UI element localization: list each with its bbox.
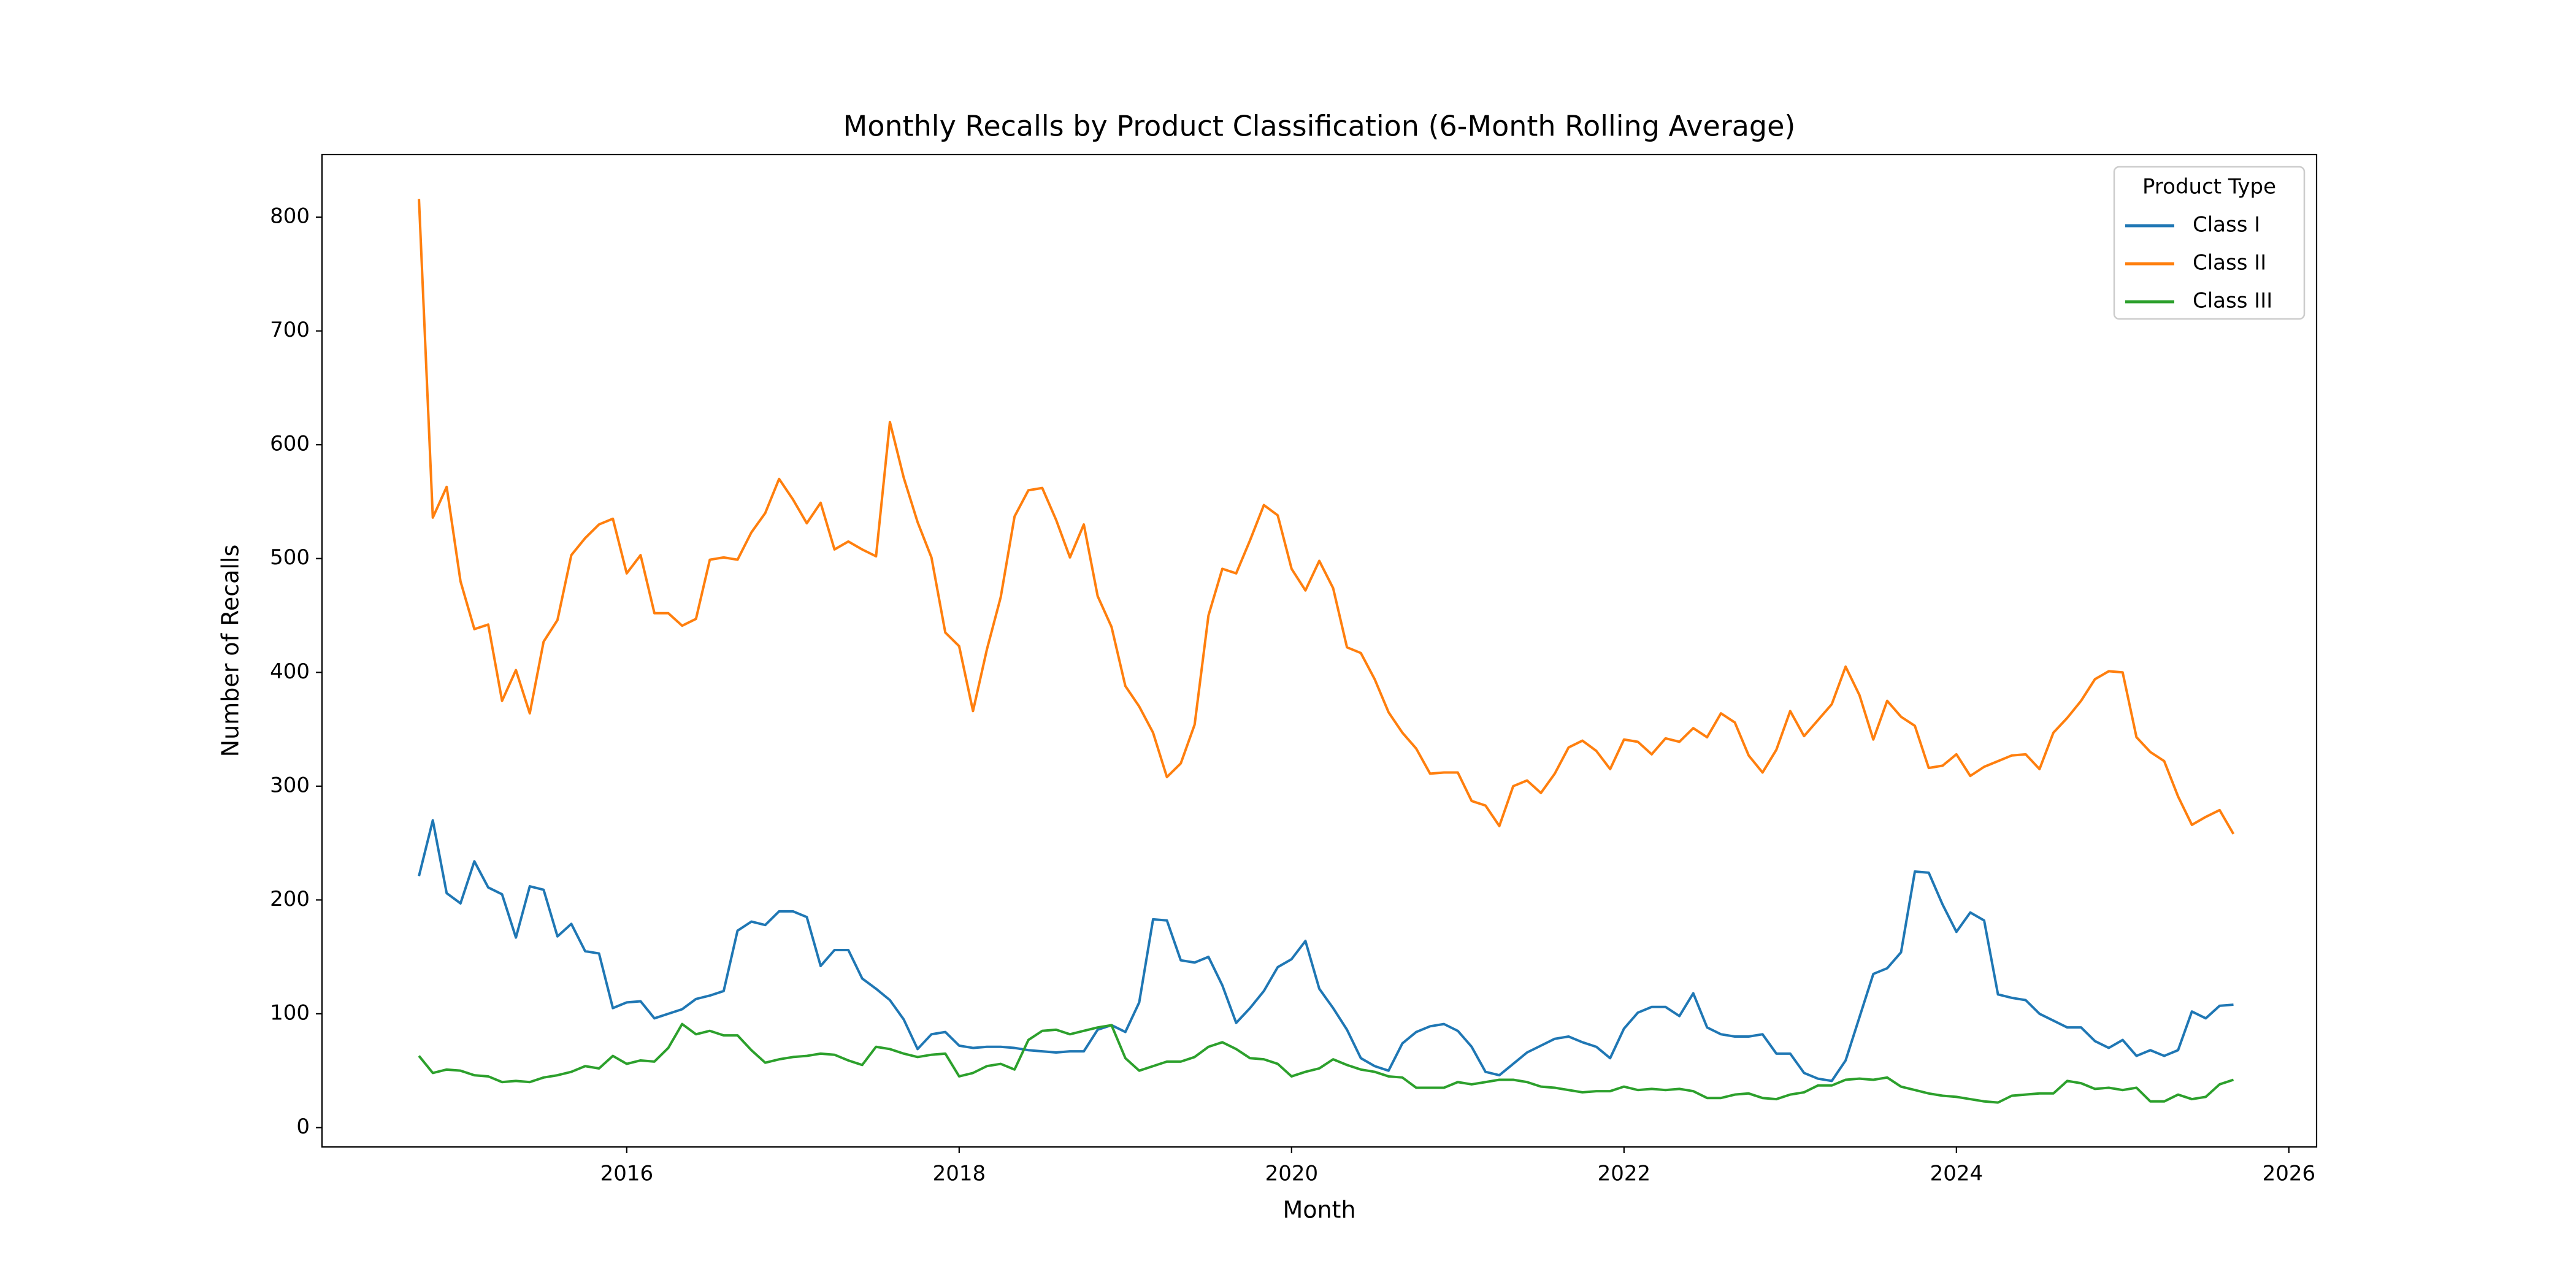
y-tick-label: 600 <box>270 432 310 456</box>
y-axis-label: Number of Recalls <box>217 545 244 757</box>
legend-label: Class II <box>2193 251 2266 275</box>
legend-title: Product Type <box>2142 175 2276 199</box>
series-line <box>418 199 2235 835</box>
legend-box <box>2113 166 2306 320</box>
x-tick-label: 2018 <box>933 1162 986 1186</box>
series-line <box>418 819 2234 1083</box>
series-line <box>418 1022 2234 1104</box>
legend-label: Class I <box>2193 213 2260 237</box>
y-tick-label: 0 <box>296 1114 310 1139</box>
y-tick-label: 200 <box>270 887 310 911</box>
y-tick-label: 700 <box>270 318 310 342</box>
y-tick-label: 800 <box>270 204 310 229</box>
x-tick-label: 2026 <box>2263 1162 2316 1186</box>
x-tick-label: 2022 <box>1598 1162 1651 1186</box>
y-tick-label: 100 <box>270 1000 310 1025</box>
y-tick-label: 400 <box>270 659 310 684</box>
plot-frame <box>321 153 2318 1148</box>
y-tick-label: 500 <box>270 545 310 570</box>
y-tick-label: 300 <box>270 773 310 797</box>
legend-label: Class III <box>2193 289 2272 313</box>
x-tick-label: 2016 <box>600 1162 654 1186</box>
chart-title: Monthly Recalls by Product Classificatio… <box>843 110 1796 143</box>
x-tick-label: 2020 <box>1265 1162 1319 1186</box>
x-tick-label: 2024 <box>1930 1162 1984 1186</box>
x-axis-label: Month <box>1282 1197 1355 1224</box>
